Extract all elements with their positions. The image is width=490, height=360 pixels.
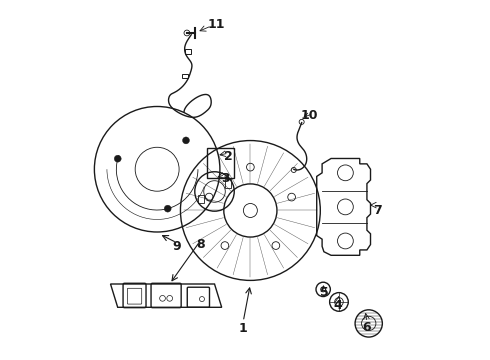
Bar: [182, 74, 188, 78]
Bar: [198, 195, 204, 203]
Text: 1: 1: [239, 322, 247, 335]
Circle shape: [114, 155, 121, 162]
Text: 11: 11: [208, 18, 225, 31]
Text: 6: 6: [363, 320, 371, 333]
Text: 4: 4: [334, 299, 343, 312]
Bar: [225, 180, 231, 188]
Text: 10: 10: [301, 109, 318, 122]
Bar: [186, 49, 191, 54]
Text: 7: 7: [373, 204, 382, 217]
Circle shape: [183, 137, 190, 144]
Text: 5: 5: [319, 287, 328, 300]
Text: 8: 8: [196, 238, 204, 251]
Text: 9: 9: [172, 240, 181, 253]
Circle shape: [164, 205, 171, 212]
Text: 3: 3: [221, 172, 230, 185]
Bar: [207, 148, 234, 178]
Text: 2: 2: [224, 150, 233, 163]
